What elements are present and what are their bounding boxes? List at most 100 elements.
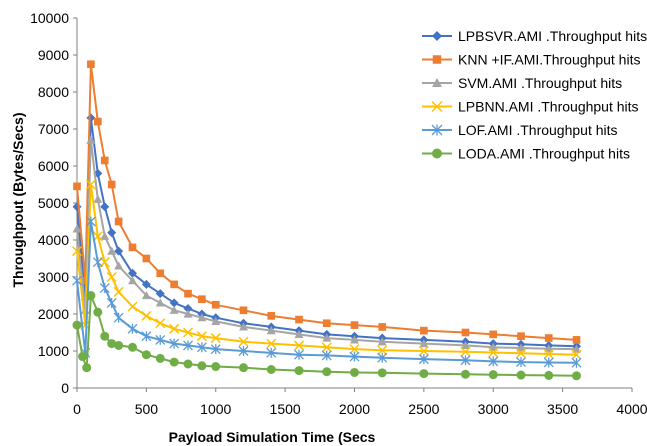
data-point [183, 309, 193, 318]
series-5 [72, 291, 581, 381]
data-point [86, 135, 96, 144]
data-point [86, 291, 96, 300]
data-point [377, 368, 387, 378]
data-point [82, 363, 92, 373]
data-point [99, 283, 110, 294]
data-point [141, 350, 151, 360]
y-tick-label: 9000 [38, 47, 69, 63]
legend: LPBSVR.AMI .Throughput hits KNN +IF.AMI.T… [422, 28, 647, 162]
legend-marker [432, 55, 442, 64]
legend-item: LOF.AMI .Throughput hits [422, 122, 618, 138]
data-point [544, 334, 553, 342]
data-point [114, 340, 124, 350]
data-point [183, 303, 193, 313]
data-point [155, 353, 165, 363]
legend-marker [431, 124, 443, 136]
y-axis-title: Throughpout (Bytes/Secs) [10, 112, 26, 287]
data-point [128, 268, 137, 278]
legend-item: LPBSVR.AMI .Throughput hits [422, 28, 647, 44]
data-point [141, 279, 151, 289]
axes-layer: 0100020003000400050006000700080009000100… [30, 10, 647, 417]
data-point [239, 322, 248, 331]
series-0 [72, 113, 581, 351]
x-tick-label: 4000 [616, 401, 647, 417]
data-point [169, 305, 179, 314]
data-point [211, 300, 220, 309]
data-point [420, 326, 428, 335]
legend-marker [432, 78, 442, 87]
data-point [543, 357, 554, 368]
data-point [572, 344, 581, 353]
y-tick-label: 3000 [38, 269, 69, 285]
data-point [322, 367, 332, 377]
data-point [113, 312, 124, 323]
series-line [76, 183, 577, 356]
data-point [196, 342, 207, 353]
x-axis-title: Payload Simulation Time (Secs [169, 429, 376, 445]
data-point [155, 298, 165, 307]
data-point [85, 216, 96, 227]
data-point [488, 342, 498, 351]
data-point [461, 340, 470, 350]
legend-marker [431, 100, 443, 113]
data-point [266, 338, 277, 349]
x-tick-label: 1500 [270, 401, 301, 417]
data-point [350, 335, 359, 344]
x-tick-label: 2000 [339, 401, 370, 417]
data-point [461, 369, 470, 379]
data-point [488, 347, 499, 358]
data-point [127, 301, 138, 312]
legend-marker [432, 31, 442, 41]
data-point [114, 246, 124, 256]
series-line [76, 220, 577, 364]
data-point [128, 243, 137, 252]
data-point [72, 202, 82, 212]
data-point [184, 289, 192, 298]
data-point [183, 359, 193, 369]
data-point [544, 370, 554, 380]
legend-label: LOF.AMI .Throughput hits [458, 122, 618, 138]
data-point [350, 367, 359, 377]
x-tick-label: 2500 [408, 401, 439, 417]
data-point [114, 261, 124, 270]
y-tick-label: 1000 [38, 343, 69, 359]
data-point [571, 349, 582, 360]
data-point [92, 257, 103, 268]
data-point [349, 344, 360, 355]
data-point [349, 351, 360, 362]
y-tick-label: 10000 [30, 10, 69, 26]
data-point [460, 355, 471, 366]
data-point [100, 156, 109, 165]
data-point [419, 369, 429, 379]
data-point [543, 348, 554, 359]
data-point [267, 312, 276, 320]
y-tick-label: 0 [61, 380, 69, 396]
y-tick-label: 8000 [38, 84, 69, 100]
data-point [418, 354, 429, 365]
data-point [107, 246, 117, 255]
data-point [322, 319, 331, 328]
data-point [544, 344, 554, 353]
data-point [294, 366, 304, 376]
data-point [295, 315, 303, 324]
data-point [100, 331, 110, 341]
data-point [211, 316, 221, 325]
data-point [293, 340, 305, 351]
data-point [78, 352, 88, 362]
data-point [113, 286, 124, 297]
data-point [572, 371, 581, 381]
data-point [266, 326, 276, 335]
data-point [72, 320, 82, 330]
data-point [488, 356, 499, 367]
data-point [517, 332, 525, 341]
data-point [419, 339, 429, 348]
x-tick-label: 0 [73, 401, 81, 417]
data-point [99, 257, 110, 268]
legend-item: LPBNN.AMI .Throughput hits [422, 99, 639, 115]
data-point [210, 344, 221, 355]
data-point [73, 182, 81, 191]
data-point [516, 357, 526, 368]
x-tick-label: 500 [135, 401, 159, 417]
legend-label: LPBNN.AMI .Throughput hits [458, 99, 639, 115]
data-point [571, 357, 582, 368]
